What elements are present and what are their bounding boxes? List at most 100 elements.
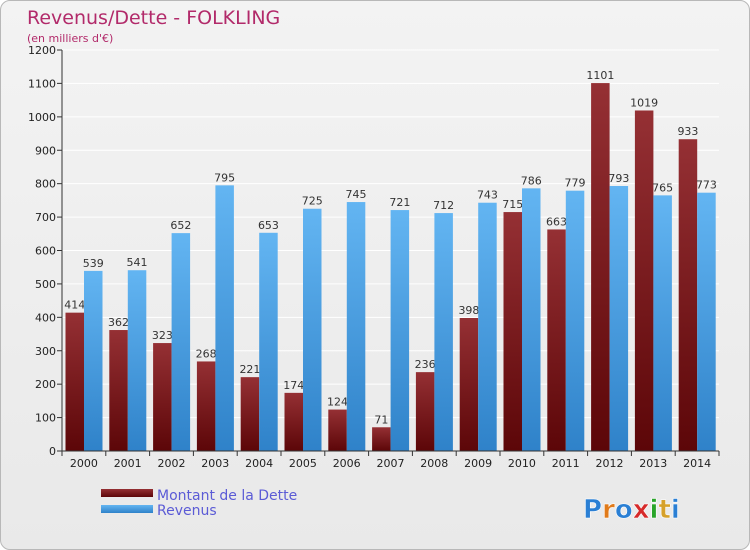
- x-tick-label: 2008: [420, 457, 448, 470]
- y-axis-ticks: 0 100 200 300 400 500 600 700 800 900 1000 1100 1200: [28, 44, 62, 458]
- bar-revenus: [259, 232, 278, 451]
- y-tick-label: 500: [35, 278, 56, 291]
- bar-revenus: [478, 202, 497, 451]
- bar-dette: [328, 409, 347, 451]
- x-tick-label: 2013: [639, 457, 667, 470]
- bar-dette: [153, 343, 172, 451]
- axes: [61, 50, 719, 452]
- y-tick-label: 700: [35, 211, 56, 224]
- data-label: 793: [608, 172, 629, 185]
- bar-dette: [415, 372, 435, 451]
- bar-revenus: [653, 195, 672, 451]
- legend-label-revenus: Revenus: [157, 503, 217, 519]
- x-axis-ticks: 2000 2001 2002 2003 2004 2005 2006 2007 2008 2009…: [61, 451, 720, 470]
- data-label: 725: [302, 195, 323, 208]
- data-label: 541: [127, 256, 148, 269]
- y-tick-label: 800: [35, 178, 56, 191]
- x-tick-label: 2011: [552, 457, 580, 470]
- x-tick-label: 2014: [683, 457, 711, 470]
- bar-revenus: [434, 213, 453, 451]
- bar-revenus: [215, 185, 234, 451]
- bar-dette: [372, 427, 391, 451]
- y-tick-label: 900: [35, 144, 56, 157]
- data-label: 652: [170, 219, 191, 232]
- x-tick-label: 2004: [245, 457, 273, 470]
- data-label: 779: [565, 177, 586, 190]
- legend-swatch-dette: [101, 489, 153, 497]
- x-tick-label: 2002: [158, 457, 186, 470]
- chart-subtitle: (en milliers d'€): [27, 32, 113, 45]
- legend-swatch-revenus: [101, 505, 153, 513]
- data-label: 268: [196, 347, 217, 360]
- bar-revenus: [565, 190, 585, 451]
- x-tick-label: 2009: [464, 457, 492, 470]
- data-label: 795: [214, 171, 235, 184]
- bar-dette: [240, 377, 260, 451]
- bar-dette: [196, 361, 216, 451]
- bar-dette: [65, 312, 84, 451]
- y-tick-label: 1100: [28, 77, 56, 90]
- brand-name: Proxiti: [583, 495, 680, 525]
- data-label: 1019: [630, 96, 658, 109]
- data-label: 362: [108, 316, 129, 329]
- data-label: 765: [652, 181, 673, 194]
- bar-dette: [678, 139, 698, 451]
- data-label: 653: [258, 219, 279, 232]
- y-tick-label: 200: [35, 378, 56, 391]
- y-tick-label: 600: [35, 245, 56, 258]
- x-tick-label: 2003: [201, 457, 229, 470]
- y-tick-label: 1000: [28, 111, 56, 124]
- bar-revenus: [84, 270, 103, 451]
- legend-label-dette: Montant de la Dette: [157, 488, 297, 504]
- bar-revenus: [127, 270, 147, 451]
- data-label: 124: [327, 396, 348, 409]
- y-tick-label: 300: [35, 345, 56, 358]
- x-tick-label: 2010: [508, 457, 536, 470]
- y-tick-label: 0: [49, 445, 56, 458]
- bar-revenus: [697, 192, 716, 452]
- data-label: 773: [696, 179, 717, 192]
- data-label: 323: [152, 329, 173, 342]
- bar-revenus: [609, 186, 629, 451]
- x-tick-label: 2012: [596, 457, 624, 470]
- x-tick-label: 2007: [377, 457, 405, 470]
- x-tick-label: 2005: [289, 457, 317, 470]
- bar-dette: [591, 83, 610, 452]
- data-label: 236: [415, 358, 436, 371]
- x-tick-label: 2000: [70, 457, 98, 470]
- bar-dette: [547, 229, 566, 451]
- data-label: 398: [458, 304, 479, 317]
- data-label: 743: [477, 189, 498, 202]
- bar-dette: [109, 330, 128, 451]
- data-label: 1101: [586, 69, 614, 82]
- data-label: 712: [433, 199, 454, 212]
- bar-revenus: [346, 202, 366, 451]
- data-label: 933: [677, 125, 698, 138]
- x-tick-label: 2006: [333, 457, 361, 470]
- legend: Montant de la Dette Revenus: [101, 488, 297, 519]
- bar-dette: [503, 212, 522, 451]
- data-label: 715: [502, 198, 523, 211]
- bar-dette: [459, 318, 479, 451]
- bar-revenus: [171, 233, 191, 451]
- data-label: 745: [346, 188, 367, 201]
- data-label: 539: [83, 257, 104, 270]
- bar-revenus: [522, 188, 541, 451]
- proxiti-logo: Proxiti: [583, 495, 680, 526]
- data-label: 71: [374, 413, 388, 426]
- data-label: 174: [283, 379, 304, 392]
- data-label: 663: [546, 215, 567, 228]
- bar-revenus: [390, 210, 410, 451]
- data-label: 721: [389, 196, 410, 209]
- chart-title: Revenus/Dette - FOLKLING: [27, 7, 280, 29]
- y-tick-label: 400: [35, 311, 56, 324]
- bar-dette: [634, 110, 654, 452]
- data-label: 221: [239, 363, 260, 376]
- bars: 414 539 362 541 323 652 268 795 221 653 174 725 124 7…: [64, 69, 717, 452]
- data-label: 786: [521, 174, 542, 187]
- bar-revenus: [303, 208, 322, 451]
- x-tick-label: 2001: [114, 457, 142, 470]
- y-tick-label: 100: [35, 412, 56, 425]
